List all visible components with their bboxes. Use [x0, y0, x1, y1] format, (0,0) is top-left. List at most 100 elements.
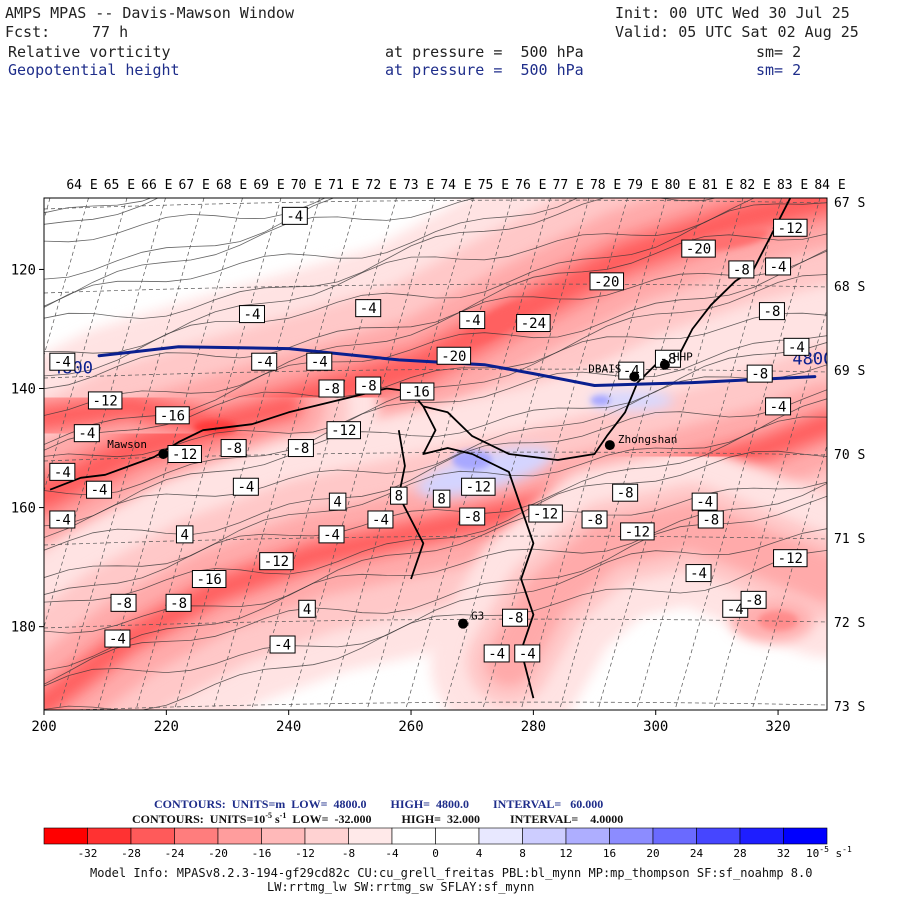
colorbar-swatch	[696, 827, 741, 845]
longitude-label: 80 E	[665, 178, 696, 193]
colorbar-swatch	[609, 827, 654, 845]
contour-label-box	[758, 302, 785, 321]
vorticity-contour	[44, 198, 477, 307]
contour-label-box	[514, 644, 541, 663]
contour-label: -8	[464, 510, 481, 526]
colorbar-swatch	[435, 827, 480, 845]
colorbar-tick-label: 24	[690, 847, 704, 860]
y-tick-label: 160	[11, 501, 36, 517]
meridian-line	[443, 198, 590, 710]
colorbar-tick-label: -20	[208, 847, 228, 860]
colorbar-tick-label: 12	[559, 847, 572, 860]
contour-label-box	[87, 391, 123, 410]
meridian-line	[58, 198, 205, 710]
longitude-label: 72 E	[366, 178, 397, 193]
colorbar-tick-label: 28	[733, 847, 746, 860]
contour-label: -8	[292, 441, 309, 457]
contour-label: -12	[778, 551, 803, 567]
colorbar-swatch	[217, 827, 262, 845]
contour-label-box	[783, 337, 810, 356]
vorticity-contour	[44, 528, 827, 687]
vorticity-contour-info: CONTOURS: UNITS=10-5 s-1 LOW= -32.000 HI…	[132, 811, 624, 826]
vorticity-contour	[44, 335, 827, 496]
contour-label-box	[740, 590, 767, 609]
field1-level: at pressure = 500 hPa	[385, 43, 584, 61]
station-dot	[604, 440, 615, 451]
contour-label: -12	[172, 447, 197, 463]
longitude-label: 82 E	[740, 178, 771, 193]
contour-label: -4	[690, 566, 707, 582]
height-contour-4800	[97, 345, 817, 387]
vorticity-core	[758, 610, 799, 631]
contour-label: -12	[466, 480, 491, 496]
contour-label-box	[155, 406, 190, 425]
field2-level: at pressure = 500 hPa	[385, 61, 584, 79]
station-label: HHP	[673, 351, 693, 364]
contour-label: -4	[323, 527, 340, 543]
contour-label: -4	[360, 301, 377, 317]
contour-label-box	[728, 260, 755, 279]
positive-vorticity	[416, 446, 553, 497]
contour-label: -8	[764, 304, 781, 320]
contour-label-box	[746, 364, 773, 383]
vorticity-contour	[44, 198, 718, 319]
model-info-line1: Model Info: MPASv8.2.3-194-gf29cd82c CU:…	[90, 866, 813, 880]
contour-label: -20	[441, 349, 466, 365]
contour-label: -8	[745, 593, 762, 609]
coastline-segment	[423, 198, 792, 461]
field1-name: Relative vorticity	[8, 43, 171, 61]
x-tick-label: 220	[154, 719, 179, 735]
contour-label-box	[49, 510, 76, 529]
contour-label-box	[238, 305, 265, 324]
contour-labels: -4-12-20-8 -4-20-4 -4-4 -24-8-8-4-4 -4 -4 -20-…	[49, 206, 810, 663]
y-tick-label: 180	[11, 620, 36, 636]
contour-label-box	[49, 352, 76, 371]
contour-label: -4	[311, 355, 328, 371]
valid-time: Valid: 05 UTC Sat 02 Aug 25	[615, 23, 859, 41]
station-dot	[659, 359, 670, 370]
contour-label-box	[269, 635, 296, 654]
contour-label: -4	[78, 426, 95, 442]
contour-label-box	[581, 510, 608, 529]
longitude-label: 70 E	[291, 178, 322, 193]
colorbar-swatch	[478, 827, 523, 845]
longitude-label: 76 E	[515, 178, 546, 193]
longitude-label: 73 E	[403, 178, 434, 193]
contour-label: -12	[778, 221, 803, 237]
latitude-label: 73 S	[834, 700, 865, 715]
contour-label-box	[461, 477, 496, 496]
contour-label: -8	[115, 596, 132, 612]
contour-label-box	[502, 608, 529, 627]
longitude-label: 81 E	[702, 178, 733, 193]
field2-smoothing: sm= 2	[756, 61, 802, 79]
meridian-line	[559, 198, 705, 710]
contour-label: -4	[519, 646, 536, 662]
colorbar-unit: 10-5 s-1	[806, 845, 852, 860]
vorticity-contour	[44, 450, 827, 603]
station-markers: Mawson DBAIS HHP Zhongshan G3	[107, 351, 693, 629]
contour-label: -8	[225, 441, 242, 457]
vorticity-contour	[44, 364, 827, 538]
latitude-label: 70 S	[834, 448, 865, 463]
coastline-segment	[397, 430, 425, 580]
colorbar-tick-label: -16	[252, 847, 272, 860]
contour-label: -8	[733, 262, 750, 278]
contour-label-box	[287, 439, 314, 458]
station-label: G3	[471, 610, 484, 623]
contour-label: -8	[702, 512, 719, 528]
contour-label-box	[175, 525, 194, 544]
contour-label: -8	[586, 512, 603, 528]
contour-label-box	[691, 492, 718, 511]
field1-smoothing: sm= 2	[756, 43, 802, 61]
contour-label: -4	[286, 209, 303, 225]
contour-label: -4	[464, 313, 481, 329]
colorbar-swatch	[565, 827, 610, 845]
contour-label: -4	[788, 340, 805, 356]
station-label: Mawson	[107, 438, 147, 451]
colorbar-tick-label: -28	[121, 847, 141, 860]
contour-label-box	[110, 593, 137, 612]
station-label: Zhongshan	[618, 433, 678, 446]
latitude-label: 68 S	[834, 280, 865, 295]
contour-label-box	[483, 644, 510, 663]
contour-label: -12	[264, 554, 289, 570]
